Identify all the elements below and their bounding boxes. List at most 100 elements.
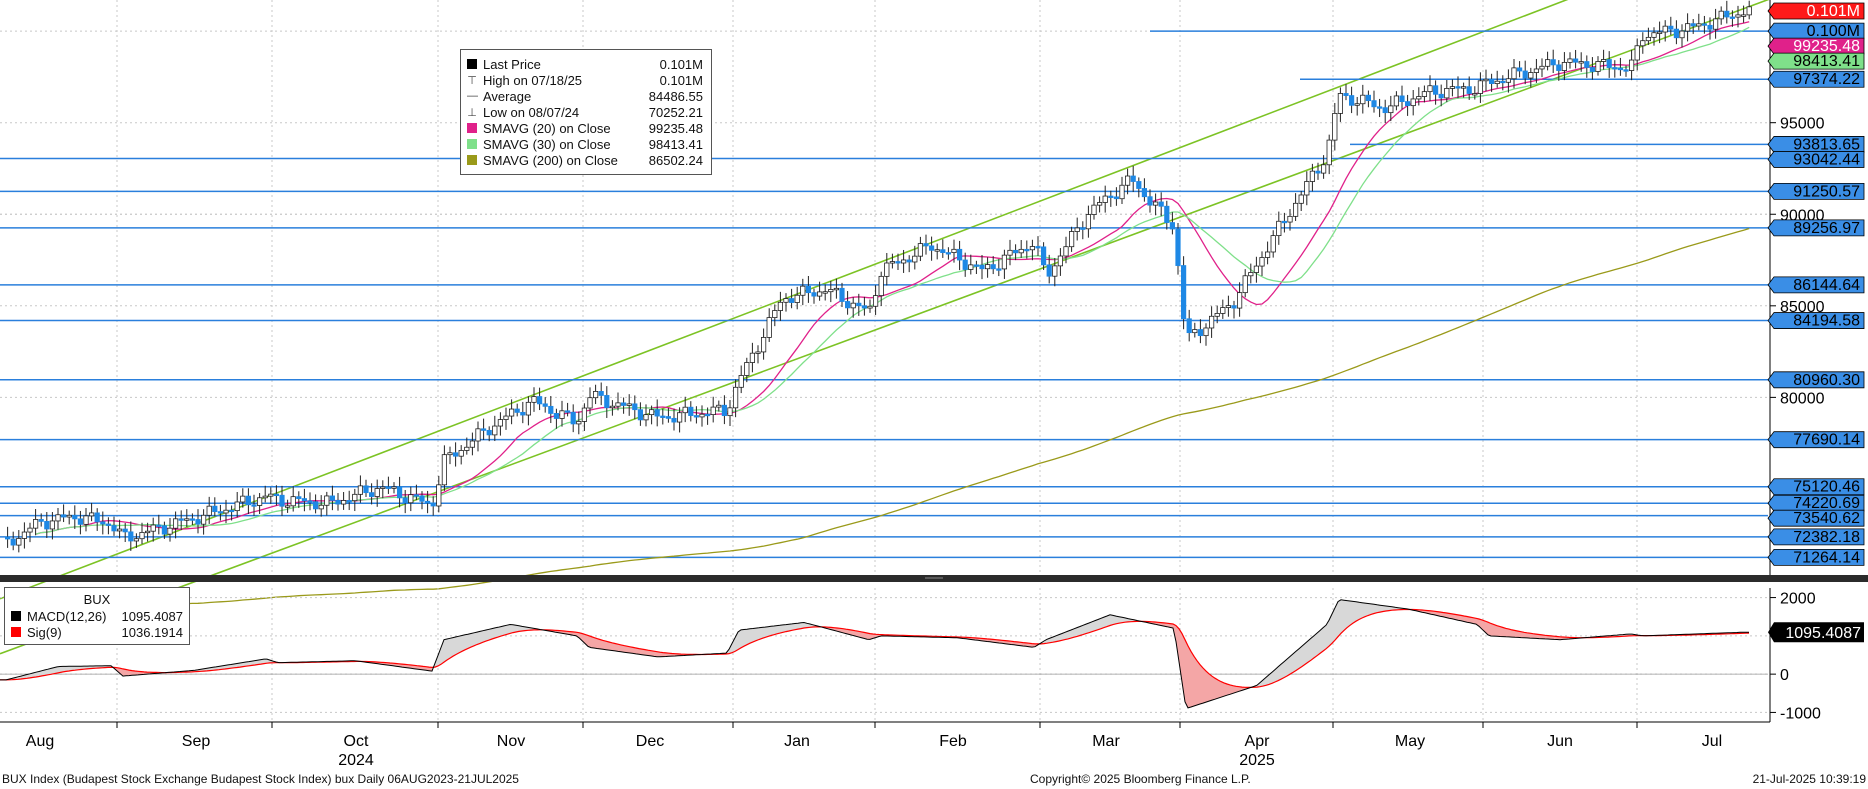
macd-histogram-band <box>864 632 867 640</box>
candle-body <box>234 501 240 512</box>
macd-histogram-band <box>1482 619 1485 633</box>
macd-histogram-band <box>30 672 33 678</box>
level-tag-label: 75120.46 <box>1793 479 1860 496</box>
level-tag: 91250.57 <box>1767 182 1865 200</box>
macd-histogram-band <box>492 627 495 640</box>
macd-histogram-band <box>1176 625 1179 662</box>
candle-body <box>1500 80 1506 84</box>
candle-body <box>284 505 291 508</box>
legend-row: ⊥ Low on 08/07/24 70252.21 <box>467 104 703 120</box>
candle-body <box>1360 94 1366 105</box>
macd-histogram-band <box>1014 641 1017 646</box>
macd-histogram-band <box>591 636 594 649</box>
legend-row: ⊤ High on 07/18/25 0.101M <box>467 72 703 88</box>
candle-body <box>1634 45 1640 61</box>
candle-body <box>1209 315 1215 329</box>
macd-histogram-band <box>417 665 420 670</box>
candle-body <box>133 538 139 542</box>
candle-body <box>55 514 61 522</box>
macd-histogram-band <box>231 663 234 669</box>
candle-body <box>430 502 436 507</box>
macd-histogram-band <box>213 666 216 671</box>
macd-histogram-band <box>1512 629 1515 638</box>
macd-histogram-band <box>450 637 453 659</box>
candle-body <box>195 519 201 525</box>
year-label: 2024 <box>338 752 374 769</box>
trend-line[interactable] <box>0 0 1772 655</box>
macd-histogram-band <box>855 630 858 637</box>
candle-body <box>710 406 716 416</box>
macd-histogram-band <box>405 664 408 668</box>
candle-body <box>1035 246 1041 249</box>
candle-body <box>1405 101 1411 107</box>
legend-swatch <box>467 139 477 149</box>
trend-line[interactable] <box>0 0 1772 600</box>
candle-body <box>368 492 375 497</box>
level-tag-label: 99235.48 <box>1793 38 1860 55</box>
candle-body <box>1410 98 1416 107</box>
candle-body <box>1673 28 1679 39</box>
month-label: Jul <box>1702 733 1722 750</box>
candle-body <box>167 527 173 535</box>
macd-histogram-band <box>663 652 666 657</box>
macd-histogram-band <box>627 646 630 654</box>
panel-divider[interactable] <box>0 575 1868 582</box>
candle-body <box>1550 59 1556 66</box>
copyright-text: Copyright© 2025 Bloomberg Finance L.P. <box>1030 772 1251 786</box>
macd-histogram-band <box>1089 621 1092 633</box>
candle-body <box>1685 23 1691 32</box>
candle-body <box>100 521 106 525</box>
macd-histogram-band <box>78 666 81 670</box>
security-description: BUX Index (Budapest Stock Exchange Budap… <box>2 772 519 786</box>
candle-body <box>581 407 588 422</box>
candle-body <box>5 536 11 540</box>
level-tag-label: 73540.62 <box>1793 510 1860 527</box>
macd-histogram-band <box>126 669 129 676</box>
candle-body <box>307 500 313 503</box>
macd-legend[interactable]: BUX MACD(12,26) 1095.4087 Sig(9) 1036.1914 <box>4 587 190 645</box>
price-tick-label: 80000 <box>1780 390 1825 407</box>
candle-body <box>1629 59 1635 71</box>
macd-histogram-band <box>1359 602 1362 620</box>
level-tag-box <box>1767 494 1865 512</box>
macd-histogram-band <box>1119 616 1122 624</box>
macd-histogram-band <box>1215 678 1218 700</box>
candle-body <box>604 395 610 409</box>
level-tag: 99235.48 <box>1767 37 1865 55</box>
macd-histogram-band <box>732 637 735 653</box>
price-tick-label: 85000 <box>1780 299 1825 316</box>
macd-histogram-band <box>756 627 759 641</box>
macd-histogram-band <box>1491 623 1494 637</box>
candle-body <box>268 493 274 497</box>
candle-body <box>525 401 532 416</box>
legend-swatch <box>467 59 477 69</box>
candle-body <box>576 421 582 425</box>
macd-histogram-band <box>1440 612 1443 617</box>
macd-histogram-band <box>66 666 69 672</box>
candle-body <box>89 512 95 517</box>
candle-body <box>761 337 767 353</box>
candle-body <box>665 416 672 419</box>
macd-histogram-band <box>81 666 84 670</box>
level-tag-box <box>1767 52 1865 70</box>
candle-body <box>1505 78 1511 83</box>
macd-histogram-band <box>1104 615 1107 628</box>
price-legend[interactable]: Last Price 0.101M ⊤ High on 07/18/25 0.101M —… <box>460 49 712 175</box>
month-label: Mar <box>1092 733 1120 750</box>
macd-histogram-band <box>516 625 519 632</box>
macd-histogram-band <box>45 669 48 676</box>
trend-channels[interactable] <box>0 0 1772 655</box>
candle-body <box>346 500 352 503</box>
candle-body <box>1253 265 1259 273</box>
candle-body <box>1662 25 1668 33</box>
macd-histogram-band <box>1317 630 1320 656</box>
month-label: Oct <box>344 733 369 750</box>
horizontal-level-lines[interactable] <box>0 30 1768 559</box>
month-label: Apr <box>1245 733 1271 750</box>
candle-body <box>867 305 873 309</box>
macd-histogram-band <box>525 626 528 631</box>
candle-body <box>587 397 593 409</box>
candle-body <box>1259 257 1265 267</box>
macd-histogram-band <box>1044 639 1047 644</box>
legend-swatch <box>467 123 477 133</box>
